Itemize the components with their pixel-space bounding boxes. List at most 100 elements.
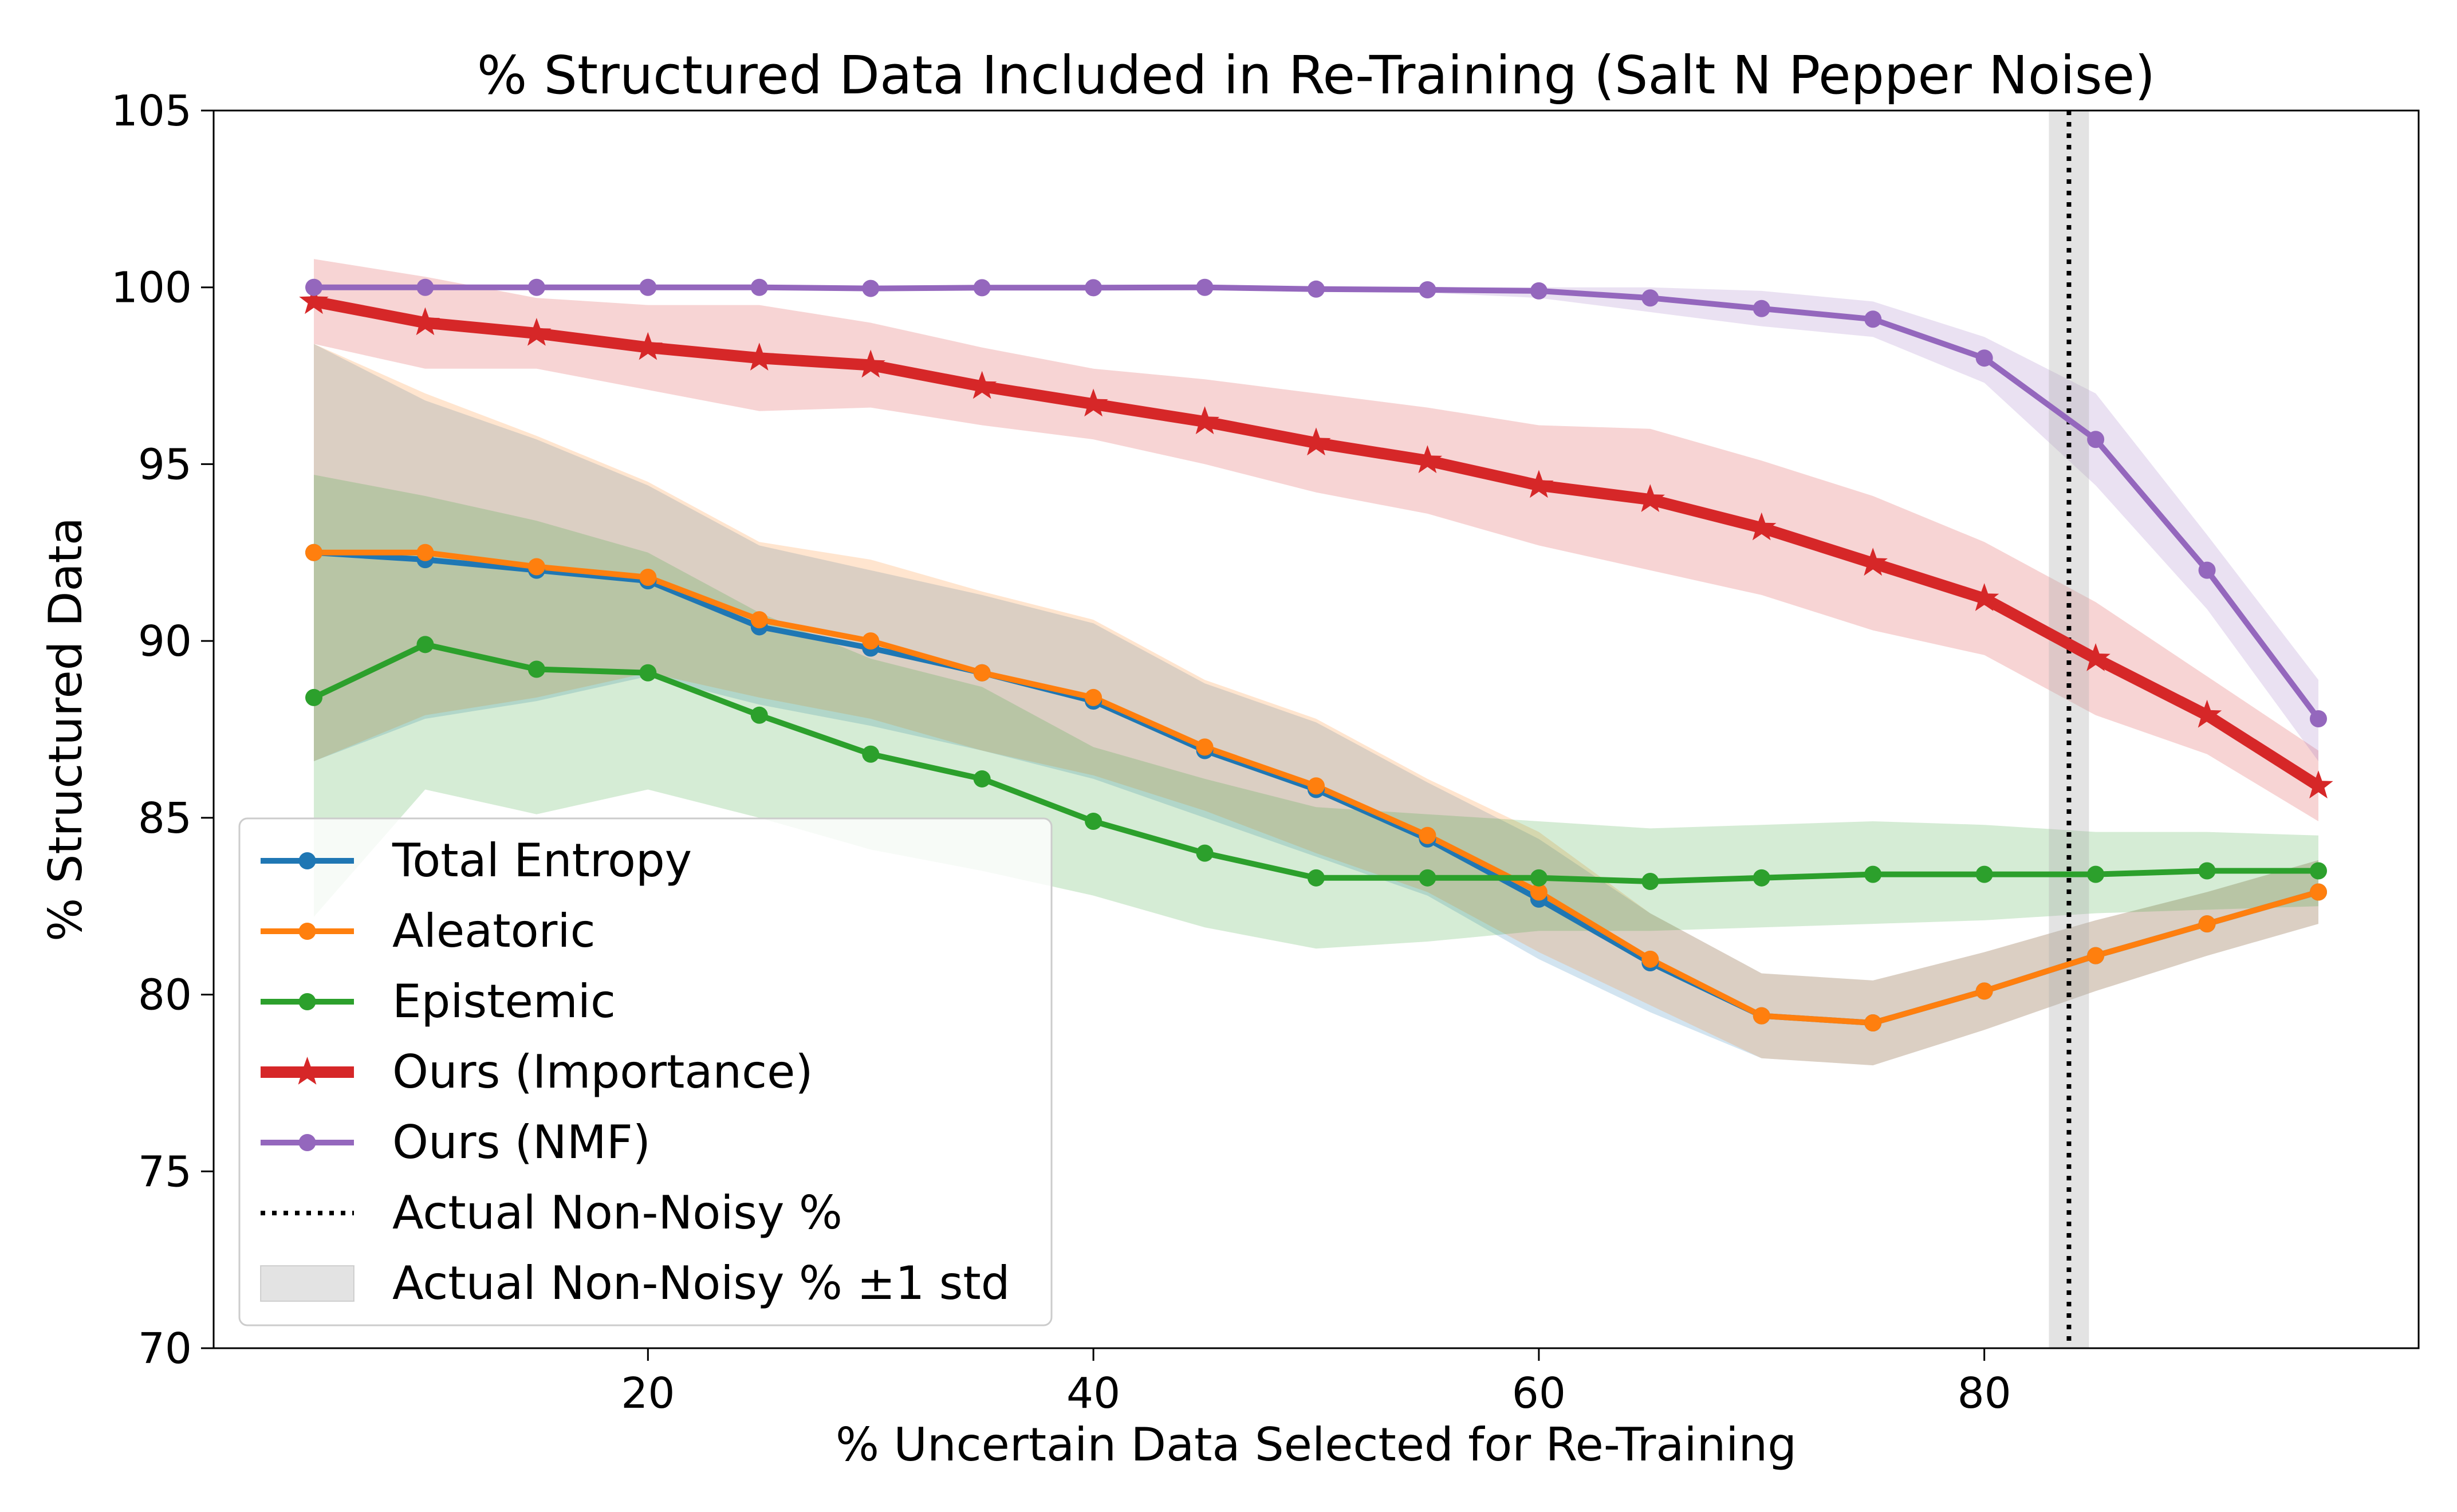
y-tick-label: 95 <box>138 440 192 489</box>
legend-label: Actual Non-Noisy % ±1 std <box>392 1257 1010 1310</box>
point-ours-nmf <box>305 278 322 296</box>
point-aleatoric <box>2087 947 2105 964</box>
point-ours-importance <box>1301 427 1331 456</box>
point-aleatoric <box>639 569 657 586</box>
point-ours-importance <box>633 332 663 360</box>
point-ours-nmf <box>416 278 434 296</box>
point-ours-importance <box>2192 699 2222 728</box>
point-ours-nmf <box>527 278 545 296</box>
point-ours-importance <box>1190 406 1220 435</box>
x-tick-label: 40 <box>1066 1369 1120 1418</box>
point-epistemic <box>973 770 991 788</box>
legend-marker-aleatoric <box>298 923 316 940</box>
point-aleatoric <box>527 558 545 576</box>
point-ours-nmf <box>2087 431 2105 448</box>
point-ours-nmf <box>1196 278 1214 296</box>
y-tick-label: 105 <box>111 86 192 136</box>
point-epistemic <box>1196 844 1214 862</box>
point-ours-importance <box>745 342 774 371</box>
legend-label: Total Entropy <box>392 834 692 887</box>
x-tick-label: 60 <box>1512 1369 1566 1418</box>
point-ours-nmf <box>1864 310 1882 328</box>
point-epistemic <box>1753 869 1770 887</box>
plot-frame <box>212 109 2420 1349</box>
point-ours-importance <box>1078 388 1108 417</box>
point-aleatoric <box>1530 883 1548 901</box>
legend-marker-ours-importance <box>292 1057 322 1085</box>
legend-marker-epistemic <box>298 993 316 1010</box>
y-axis-label: % Structured Data <box>39 517 92 942</box>
point-ours-nmf <box>2198 561 2216 579</box>
point-ours-nmf <box>862 279 880 297</box>
point-epistemic <box>750 706 768 724</box>
x-tick-label: 20 <box>621 1369 675 1418</box>
point-ours-importance <box>967 371 997 399</box>
point-ours-nmf <box>1641 289 1659 307</box>
point-epistemic <box>1975 865 1993 883</box>
legend-label: Ours (NMF) <box>392 1116 651 1169</box>
point-ours-importance <box>522 318 552 346</box>
point-epistemic <box>1085 813 1102 830</box>
y-tick-label: 75 <box>138 1147 192 1196</box>
point-ours-nmf <box>1308 280 1325 298</box>
legend-label: Actual Non-Noisy % <box>392 1186 842 1239</box>
legend: Total Entropy Aleatoric Epistemic Ours (Imp… <box>238 817 1053 1326</box>
point-ours-nmf <box>1530 282 1548 300</box>
legend-marker-ours-nmf <box>298 1134 316 1151</box>
point-ours-importance <box>1858 548 1888 576</box>
point-ours-importance <box>1747 512 1777 541</box>
point-epistemic <box>639 664 657 682</box>
point-ours-importance <box>1412 445 1443 474</box>
point-epistemic <box>1419 869 1436 887</box>
point-aleatoric <box>973 664 991 682</box>
point-ours-importance <box>1970 583 1999 611</box>
point-aleatoric <box>750 611 768 629</box>
point-epistemic <box>2310 862 2327 880</box>
point-aleatoric <box>305 544 322 561</box>
legend-label: Epistemic <box>392 975 616 1028</box>
point-ours-importance <box>1524 470 1554 498</box>
point-aleatoric <box>862 632 880 650</box>
point-aleatoric <box>1864 1014 1882 1031</box>
point-aleatoric <box>1308 777 1325 795</box>
y-tick-label: 80 <box>138 971 192 1020</box>
point-ours-nmf <box>973 279 991 297</box>
point-aleatoric <box>1419 826 1436 844</box>
chart-title: % Structured Data Included in Re-Trainin… <box>477 45 2155 106</box>
point-ours-importance <box>2304 770 2333 799</box>
point-epistemic <box>1308 869 1325 887</box>
y-tick-label: 70 <box>138 1324 192 1373</box>
point-ours-nmf <box>1753 300 1770 317</box>
point-aleatoric <box>416 544 434 561</box>
x-axis-label: % Uncertain Data Selected for Re-Trainin… <box>836 1418 1797 1471</box>
band-ours-importance <box>314 259 2318 821</box>
point-epistemic <box>1864 865 1882 883</box>
reference-line-layer <box>2049 111 2089 1348</box>
legend-label: Aleatoric <box>392 904 596 958</box>
point-ours-importance <box>1635 484 1665 512</box>
point-epistemic <box>862 745 880 763</box>
x-tick-label: 80 <box>1958 1369 2011 1418</box>
point-epistemic <box>1530 869 1548 887</box>
point-ours-importance <box>2081 643 2110 671</box>
point-epistemic <box>1641 872 1659 890</box>
legend-label: Ours (Importance) <box>392 1045 813 1098</box>
point-aleatoric <box>1753 1007 1770 1025</box>
point-aleatoric <box>1196 738 1214 756</box>
point-ours-nmf <box>2310 710 2327 727</box>
point-epistemic <box>416 636 434 653</box>
legend-box <box>238 817 1053 1326</box>
point-ours-nmf <box>1085 279 1102 297</box>
series-markers <box>299 278 2333 1031</box>
point-aleatoric <box>1975 982 1993 1000</box>
legend-swatch-std-band <box>260 1265 355 1302</box>
point-epistemic <box>2198 862 2216 880</box>
y-tick-label: 85 <box>138 794 192 843</box>
axis-ticks: 70 75 80 85 90 95 100 105 20 40 60 80 <box>111 86 2011 1418</box>
point-epistemic <box>2087 865 2105 883</box>
point-ours-importance <box>299 286 329 314</box>
y-tick-label: 100 <box>111 263 192 313</box>
point-ours-importance <box>856 349 885 378</box>
point-aleatoric <box>2310 883 2327 901</box>
